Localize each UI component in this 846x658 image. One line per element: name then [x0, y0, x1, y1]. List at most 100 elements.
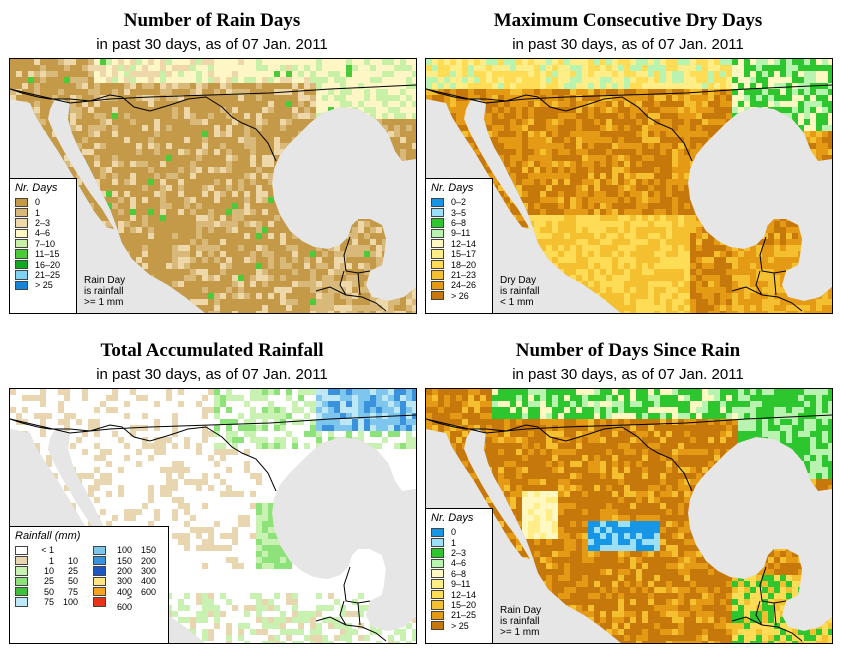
- legend-swatch: [431, 197, 444, 207]
- legend-label: 15–20: [451, 599, 477, 610]
- country-borders: [10, 84, 416, 312]
- legend-label: 6–8: [451, 217, 467, 228]
- rain-days-map[interactable]: Nr. Days 0 1 2–3 4–6 7–10 11–15 16–20 21–25 > 25…: [9, 58, 417, 314]
- legend-range-low: < 1: [41, 545, 54, 556]
- legend-item: 25 50: [15, 576, 88, 586]
- note-line: is rainfall: [84, 286, 124, 297]
- legend-swatch: [431, 548, 444, 558]
- legend-item: 24–26: [431, 280, 492, 290]
- legend-label: 9–11: [451, 579, 471, 590]
- legend-item: 3–5: [431, 207, 492, 218]
- legend-label: 9–11: [451, 228, 471, 239]
- legend-item: 0–2: [431, 197, 492, 207]
- rainfall-map[interactable]: Rainfall (mm) < 1 1 10 10 25 25 50 50 75 75 100 10…: [9, 388, 417, 644]
- legend-range-low: 150: [116, 555, 132, 566]
- legend-item: 4–6: [431, 558, 492, 568]
- note-line: Dry Day: [500, 275, 537, 286]
- legend-swatch: [93, 576, 106, 587]
- legend-item: 9–11: [431, 228, 492, 238]
- rainfall-legend: Rainfall (mm) < 1 1 10 10 25 25 50 50 75 75 100 10…: [10, 526, 169, 643]
- legend-label: > 25: [35, 280, 53, 291]
- rain-days-subtitle: in past 30 days, as of 07 Jan. 2011: [96, 36, 328, 53]
- note-line: Rain Day: [500, 605, 542, 616]
- legend-range-low: 300: [116, 576, 132, 587]
- legend-range-low: 100: [116, 545, 132, 556]
- rain-days-panel: Number of Rain Days in past 30 days, as …: [4, 4, 420, 324]
- legend-swatch: [15, 576, 28, 587]
- legend-item: 10 25: [15, 566, 88, 576]
- legend-swatch: [15, 207, 28, 218]
- legend-label: 4–6: [35, 228, 51, 239]
- legend-item: 16–20: [15, 259, 76, 270]
- legend-range-high: 75: [67, 586, 78, 597]
- legend-range-low: 75: [43, 597, 54, 608]
- legend-item: 2–3: [431, 548, 492, 558]
- legend-swatch: [431, 218, 444, 228]
- legend-label: 0: [35, 197, 41, 208]
- legend-item: 400 600: [93, 587, 166, 597]
- legend-swatch: [431, 259, 444, 270]
- legend-item: 12–14: [431, 239, 492, 249]
- legend-item: 2–3: [15, 218, 76, 228]
- rainfall-title: Total Accumulated Rainfall: [100, 340, 324, 361]
- legend-title: Nr. Days: [431, 512, 474, 524]
- legend-item: 1: [431, 537, 492, 548]
- legend-swatch: [431, 239, 444, 249]
- legend-swatch: [15, 228, 28, 239]
- legend-title: Nr. Days: [15, 182, 58, 194]
- dry-days-title: Maximum Consecutive Dry Days: [493, 10, 763, 31]
- legend-item: > 25: [431, 621, 492, 631]
- legend-label: 21–25: [35, 269, 61, 280]
- since-rain-map[interactable]: Nr. Days 0 1 2–3 4–6 6–8 9–11 12–14 15–20 21–25 >…: [425, 388, 833, 644]
- legend-swatch: [15, 555, 28, 566]
- legend-range-low: 1: [48, 555, 54, 566]
- dry-day-note: Dry Day is rainfall < 1 mm: [500, 275, 539, 308]
- legend-swatch: [15, 239, 28, 249]
- legend-item: 75 100: [15, 597, 88, 607]
- legend-swatch: [93, 545, 106, 555]
- legend-range-high: 100: [62, 597, 78, 608]
- legend-swatch: [15, 270, 28, 280]
- since-rain-title: Number of Days Since Rain: [515, 340, 741, 361]
- legend-swatch: [431, 600, 444, 610]
- legend-range-low: 50: [43, 586, 54, 597]
- legend-label: 12–14: [451, 238, 477, 249]
- legend-swatch: [431, 569, 444, 579]
- legend-range-high: 300: [140, 565, 156, 576]
- legend-range-high: 25: [67, 565, 78, 576]
- dry-days-map[interactable]: Nr. Days 0–2 3–5 6–8 9–11 12–14 15–17 18–20 21–…: [425, 58, 833, 314]
- legend-swatch: [431, 527, 444, 537]
- legend-swatch: [431, 228, 444, 239]
- legend-swatch: [431, 579, 444, 589]
- legend-item: > 26: [431, 291, 492, 301]
- rain-days-legend: Nr. Days 0 1 2–3 4–6 7–10 11–15 16–20 21–25 > 25: [10, 178, 77, 313]
- legend-swatch: [93, 587, 106, 597]
- legend-label: 12–14: [451, 589, 477, 600]
- note-line: is rainfall: [500, 616, 540, 627]
- legend-item: 200 300: [93, 566, 166, 576]
- legend-swatch: [431, 537, 444, 548]
- legend-label: 3–5: [451, 207, 467, 218]
- legend-swatch: [15, 597, 28, 607]
- rain-days-title: Number of Rain Days: [123, 10, 301, 31]
- legend-item: > 600: [93, 592, 166, 612]
- legend-item: 21–25: [15, 270, 76, 280]
- legend-label: 21–25: [451, 610, 477, 621]
- legend-swatch: [15, 218, 28, 228]
- legend-swatch: [431, 621, 444, 631]
- legend-label: 1: [451, 537, 457, 548]
- note-line: < 1 mm: [500, 297, 534, 308]
- note-line: is rainfall: [500, 286, 540, 297]
- legend-swatch: [93, 597, 106, 607]
- legend-item: 300 400: [93, 576, 166, 586]
- legend-item: 12–14: [431, 589, 492, 600]
- note-line: Rain Day: [84, 275, 126, 286]
- country-borders: [426, 414, 832, 642]
- note-line: >= 1 mm: [84, 297, 124, 308]
- legend-range-high: 10: [67, 555, 78, 566]
- legend-item: 4–6: [15, 228, 76, 238]
- legend-swatch: [93, 566, 106, 576]
- legend-swatch: [431, 280, 444, 291]
- rain-day-note: Rain Day is rainfall >= 1 mm: [84, 275, 125, 308]
- legend-item: < 1: [15, 545, 88, 555]
